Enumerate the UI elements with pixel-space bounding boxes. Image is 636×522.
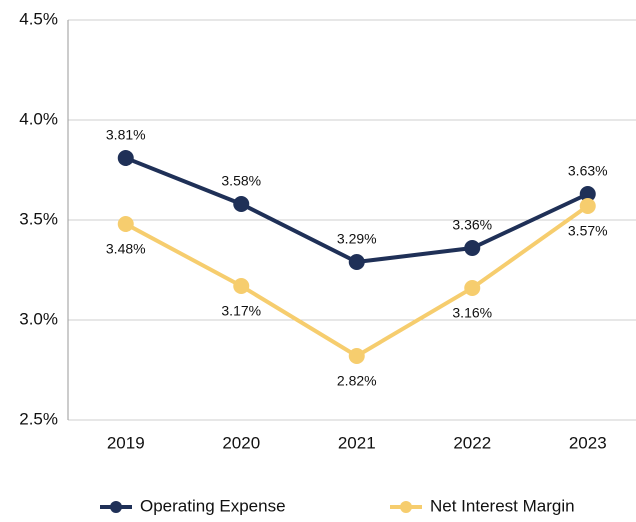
x-tick-label: 2020 [222,433,260,452]
data-label: 3.48% [106,241,146,257]
y-tick-label: 2.5% [19,409,58,428]
data-label: 3.58% [221,173,261,189]
x-tick-label: 2023 [569,433,607,452]
data-label: 3.63% [568,163,608,179]
y-tick-label: 4.0% [19,109,58,128]
point [464,240,481,256]
data-label: 3.81% [106,127,146,143]
y-tick-label: 4.5% [19,9,58,28]
data-label: 3.36% [452,217,492,233]
y-tick-label: 3.0% [19,309,58,328]
point [464,280,481,296]
x-tick-label: 2021 [338,433,376,452]
data-label: 3.29% [337,231,377,247]
y-tick-label: 3.5% [19,209,58,228]
point [579,198,596,214]
legend-marker [400,501,412,513]
point [348,254,365,270]
point [579,186,596,202]
data-label: 3.16% [452,305,492,321]
legend-marker [110,501,122,513]
point [348,348,365,364]
x-tick-label: 2019 [107,433,145,452]
legend-label: Net Interest Margin [430,496,575,515]
data-label: 3.17% [221,303,261,319]
point [233,278,250,294]
data-label: 2.82% [337,373,377,389]
point [117,150,134,166]
point [117,216,134,232]
point [233,196,250,212]
data-label: 3.57% [568,223,608,239]
x-tick-label: 2022 [453,433,491,452]
legend-label: Operating Expense [140,496,286,515]
